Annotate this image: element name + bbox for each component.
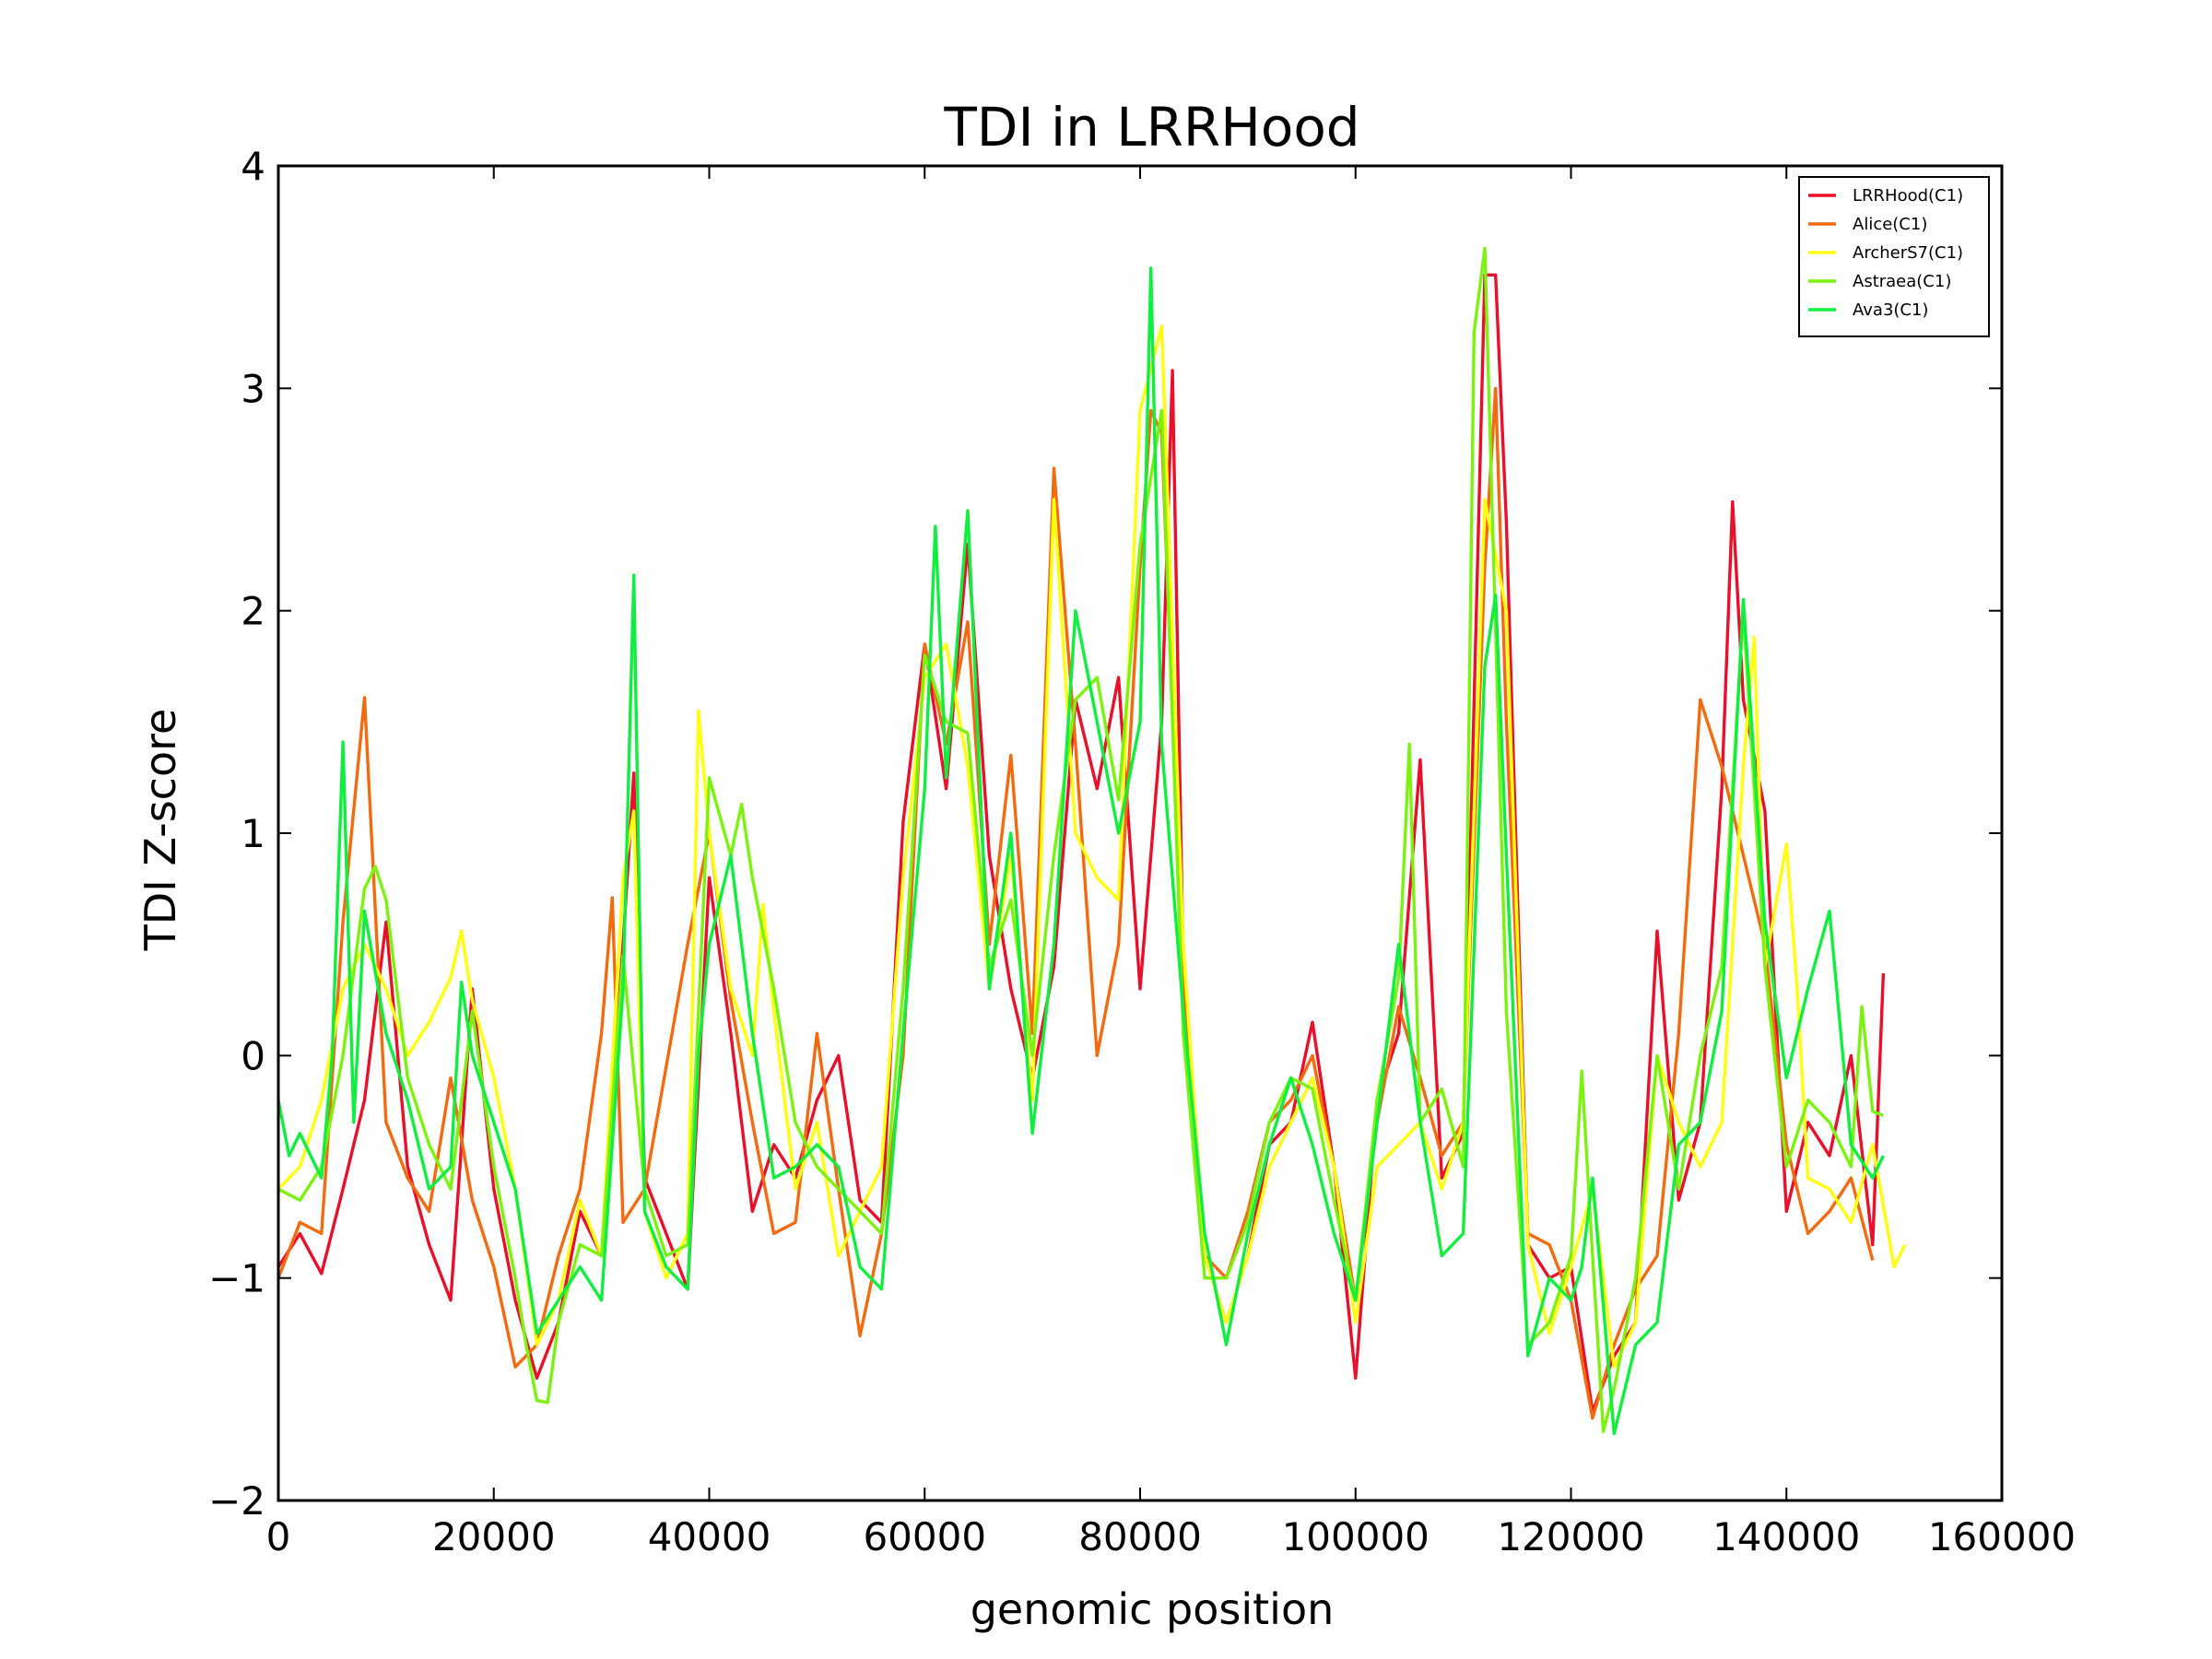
legend: LRRHood(C1) Alice(C1) ArcherS7(C1) Astraea(… bbox=[1798, 176, 1990, 337]
y-tick-label: 3 bbox=[241, 366, 265, 411]
legend-entry: Alice(C1) bbox=[1853, 215, 1927, 234]
x-tick-label: 40000 bbox=[648, 1514, 771, 1559]
x-tick-label: 80000 bbox=[1078, 1514, 1202, 1559]
chart-title: TDI in LRRHood bbox=[943, 96, 1359, 159]
x-tick-label: 20000 bbox=[432, 1514, 556, 1559]
plot-frame bbox=[276, 164, 2004, 1502]
x-axis: 0 20000 40000 60000 80000 100000 120000 140000 1… bbox=[266, 166, 2076, 1559]
y-axis-label: TDI Z-score bbox=[135, 709, 185, 952]
y-tick-label: −1 bbox=[208, 1256, 265, 1301]
x-axis-label: genomic position bbox=[971, 1584, 1335, 1634]
legend-entry: ArcherS7(C1) bbox=[1853, 243, 1963, 263]
y-axis: −2 −1 0 1 2 3 4 bbox=[208, 144, 2002, 1524]
x-tick-label: 160000 bbox=[1928, 1514, 2076, 1559]
series-line-4 bbox=[277, 246, 1885, 1433]
x-tick-label: 140000 bbox=[1712, 1514, 1860, 1559]
y-tick-label: −2 bbox=[208, 1478, 265, 1524]
legend-entry: Astraea(C1) bbox=[1853, 272, 1951, 291]
x-tick-label: 60000 bbox=[863, 1514, 986, 1559]
y-tick-label: 0 bbox=[241, 1033, 265, 1078]
series-line-5 bbox=[276, 266, 1885, 1436]
series-layer bbox=[276, 246, 1907, 1436]
x-tick-label: 100000 bbox=[1282, 1514, 1430, 1559]
y-tick-label: 2 bbox=[241, 589, 265, 634]
y-tick-label: 1 bbox=[241, 811, 265, 856]
x-tick-label: 120000 bbox=[1497, 1514, 1644, 1559]
series-line-2 bbox=[276, 386, 1875, 1420]
x-tick-label: 0 bbox=[266, 1514, 291, 1559]
legend-entry: LRRHood(C1) bbox=[1853, 186, 1963, 206]
series-line-3 bbox=[276, 324, 1907, 1369]
y-tick-label: 4 bbox=[241, 144, 265, 189]
legend-entry: Ava3(C1) bbox=[1853, 300, 1928, 320]
